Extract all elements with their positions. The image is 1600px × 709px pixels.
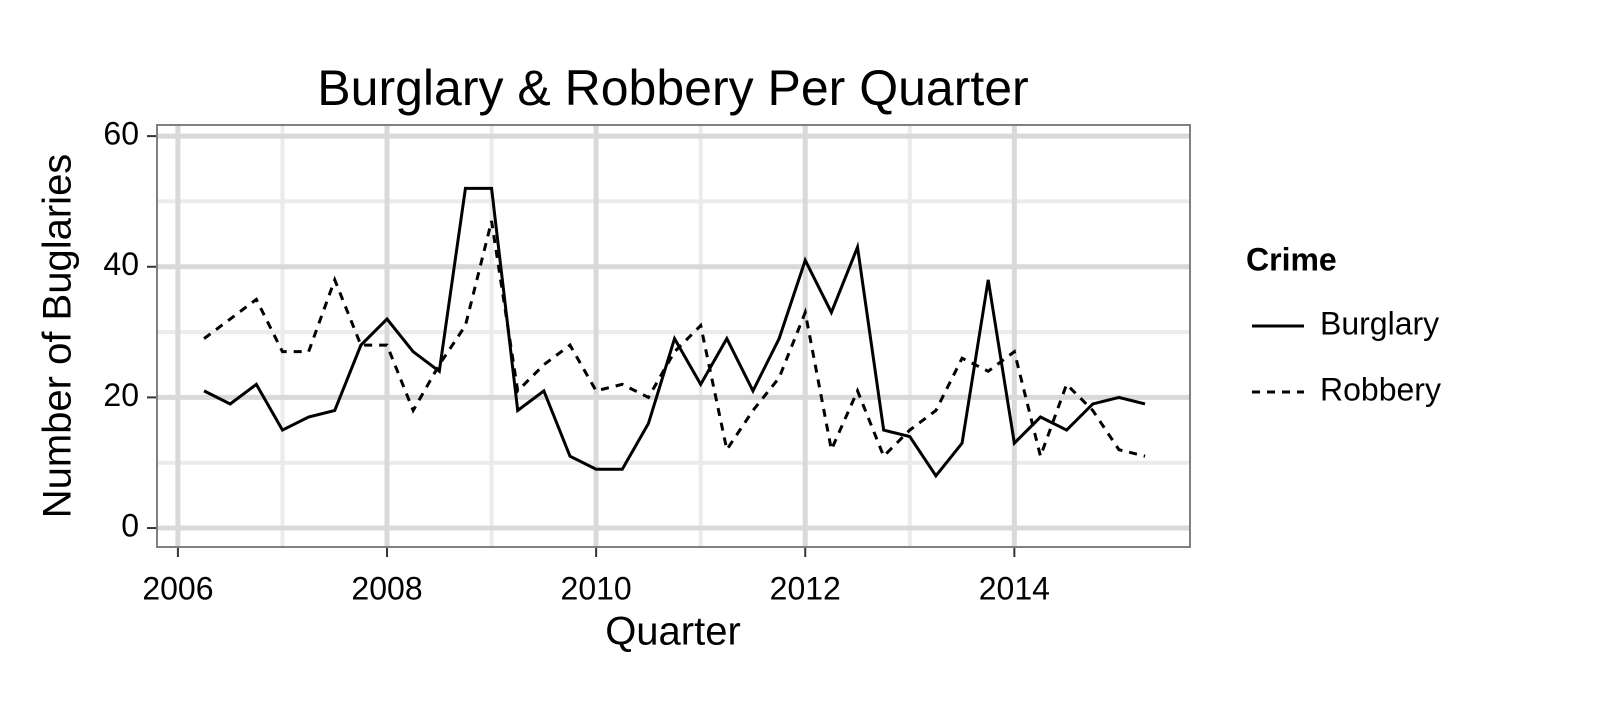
line-series: [203, 186, 1146, 479]
x-tick-label: 2010: [561, 570, 632, 606]
chart-title: Burglary & Robbery Per Quarter: [317, 60, 1028, 116]
y-tick-label: 20: [103, 377, 139, 413]
x-tick-label: 2008: [351, 570, 422, 606]
y-tick-label: 60: [103, 116, 139, 152]
x-tick-label: 2006: [142, 570, 213, 606]
x-tick-label: 2014: [979, 570, 1050, 606]
legend-label: Burglary: [1320, 305, 1439, 341]
y-tick-label: 0: [121, 508, 139, 544]
legend-label: Robbery: [1320, 371, 1441, 407]
y-tick-label: 40: [103, 246, 139, 282]
x-tick-label: 2012: [770, 570, 841, 606]
y-axis-label: Number of Buglaries: [36, 154, 80, 519]
plot-border: [156, 124, 1191, 548]
x-axis-label: Quarter: [605, 610, 741, 654]
legend-title: Crime: [1246, 241, 1337, 277]
plot-panel: [157, 125, 1190, 547]
line-series: [203, 220, 1146, 462]
